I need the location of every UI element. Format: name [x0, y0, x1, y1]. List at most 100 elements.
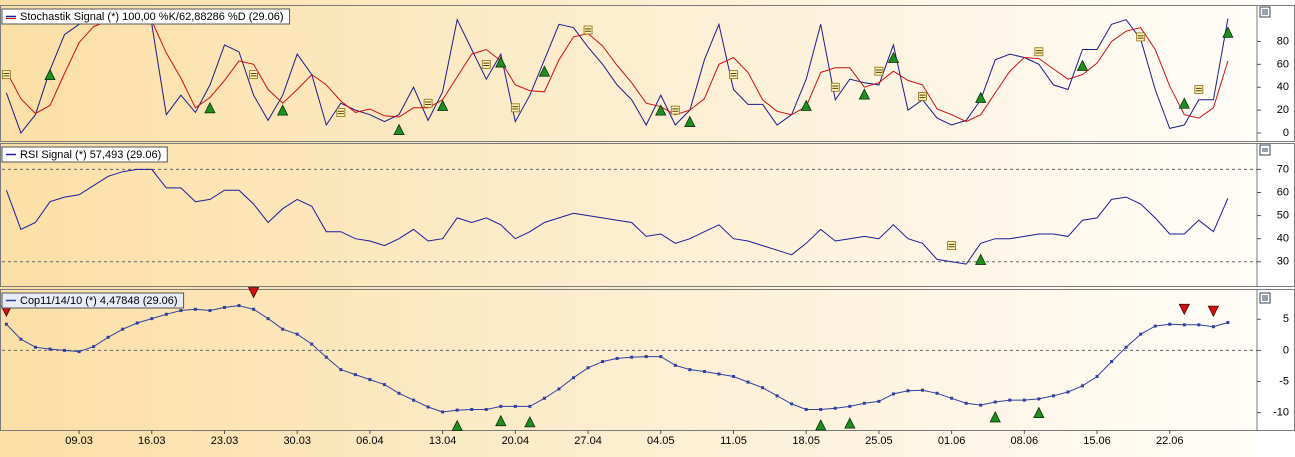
series-line [5, 19, 1229, 123]
buy-signal [277, 104, 289, 116]
neutral-signal [830, 82, 840, 92]
data-point [848, 404, 852, 408]
neutral-signal-box [947, 241, 957, 250]
neutral-signal [947, 241, 957, 250]
neutral-signal-box [1, 70, 11, 80]
data-point [48, 347, 52, 351]
buy-signal [1178, 97, 1190, 109]
buy-signal [44, 68, 56, 81]
data-point [295, 332, 299, 336]
sell-signal [247, 287, 260, 299]
y-tick-label: 60 [1277, 58, 1289, 70]
data-point [368, 378, 372, 382]
neutral-signal-icon [512, 106, 519, 110]
neutral-signal [918, 91, 927, 101]
buy-signal [858, 88, 871, 100]
neutral-signal-icon [672, 108, 679, 112]
buy-signal [887, 51, 900, 63]
data-point [19, 337, 23, 341]
data-point [601, 360, 605, 364]
data-point [310, 342, 314, 346]
legend: Cop11/14/10 (*) 4,47848 (29.06) [1, 292, 185, 309]
data-point [1211, 325, 1215, 329]
x-tick-label: 09.03 [65, 435, 93, 447]
data-point [63, 348, 67, 352]
y-tick-label: 0 [1283, 344, 1289, 356]
y-tick-label: 60 [1277, 186, 1289, 198]
data-point [455, 408, 459, 412]
neutral-signal-icon [250, 72, 257, 77]
neutral-signal-icon [832, 85, 839, 89]
data-point [572, 376, 576, 380]
neutral-signal-icon [919, 94, 926, 99]
data-point [222, 305, 226, 309]
neutral-signal [1194, 85, 1204, 94]
data-point [106, 335, 110, 339]
neutral-signal-box [1194, 85, 1204, 94]
data-point [121, 327, 125, 331]
data-point [586, 366, 590, 370]
data-point [412, 398, 416, 402]
neutral-signal [670, 105, 680, 115]
data-point [891, 392, 895, 396]
data-point [731, 374, 735, 378]
x-tick-label: 25.05 [865, 435, 893, 447]
neutral-signal-icon [483, 62, 490, 67]
data-point [877, 399, 881, 403]
legend: Stochastik Signal (*) 100,00 %K/62,88286… [1, 8, 291, 25]
buy-signal [495, 56, 507, 68]
legend-box [1, 146, 168, 163]
data-point [135, 321, 139, 325]
data-point [208, 309, 212, 313]
buy-signal [1033, 406, 1045, 418]
neutral-signal-icon [730, 72, 737, 77]
neutral-signal [874, 66, 884, 76]
buy-signal [393, 123, 405, 135]
data-point [746, 380, 750, 384]
y-tick-label: 5 [1283, 313, 1289, 325]
axis-strip [1257, 0, 1295, 457]
buy-signal [800, 99, 812, 111]
data-point [324, 355, 328, 359]
neutral-signal [1, 70, 11, 80]
data-point [1110, 360, 1114, 364]
data-point [630, 355, 634, 359]
data-point [1095, 374, 1099, 378]
panel-button[interactable] [1259, 144, 1271, 156]
legend-label: RSI Signal (*) 57,493 (29.06) [20, 149, 161, 161]
y-tick-label: -10 [1273, 406, 1289, 418]
data-point [557, 387, 561, 391]
panel-button-icon [1262, 295, 1268, 301]
data-point [426, 405, 430, 409]
data-point [673, 363, 677, 367]
neutral-signal [423, 98, 433, 108]
data-point [775, 394, 779, 398]
legend-label: Cop11/14/10 (*) 4,47848 (29.06) [20, 295, 178, 307]
legend: RSI Signal (*) 57,493 (29.06) [1, 146, 168, 163]
data-point [179, 309, 183, 313]
data-point [542, 396, 546, 400]
y-tick-label: 20 [1277, 104, 1289, 116]
data-point [441, 410, 445, 414]
y-tick-label: 70 [1277, 163, 1289, 175]
neutral-signal [729, 70, 738, 80]
data-point [979, 403, 983, 407]
data-point [906, 389, 910, 393]
data-point [77, 350, 81, 354]
data-point [353, 373, 357, 377]
data-point [237, 304, 241, 308]
data-point [1051, 394, 1055, 398]
y-tick-label: 80 [1277, 35, 1289, 47]
data-point [819, 407, 823, 411]
data-point [862, 401, 866, 405]
y-tick-label: 40 [1277, 233, 1289, 245]
legend-box [1, 8, 291, 25]
data-point [513, 404, 517, 408]
data-point [499, 404, 503, 408]
panel-buttons[interactable] [1259, 6, 1271, 304]
neutral-signal-icon [875, 69, 882, 73]
data-point [717, 372, 721, 376]
y-tick-label: -5 [1279, 375, 1289, 387]
data-point [659, 355, 663, 359]
